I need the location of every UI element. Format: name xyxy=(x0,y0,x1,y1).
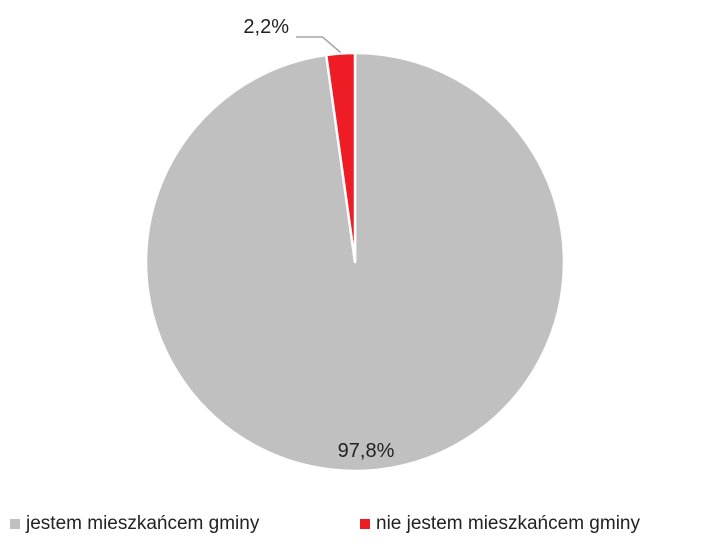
legend: jestem mieszkańcem gminy nie jestem mies… xyxy=(0,513,701,543)
legend-item-nie-jestem-mieszkancem: nie jestem mieszkańcem gminy xyxy=(360,513,640,535)
legend-swatch xyxy=(10,519,20,529)
legend-item-jestem-mieszkancem: jestem mieszkańcem gminy xyxy=(10,513,259,535)
slice-label-1: 2,2% xyxy=(243,16,289,38)
leader-line xyxy=(296,36,342,54)
legend-label: nie jestem mieszkańcem gminy xyxy=(376,513,640,534)
legend-label: jestem mieszkańcem gminy xyxy=(26,513,260,534)
slice-label-0: 97,8% xyxy=(338,440,395,462)
legend-swatch xyxy=(360,519,370,529)
pie-slice-1 xyxy=(324,51,357,264)
